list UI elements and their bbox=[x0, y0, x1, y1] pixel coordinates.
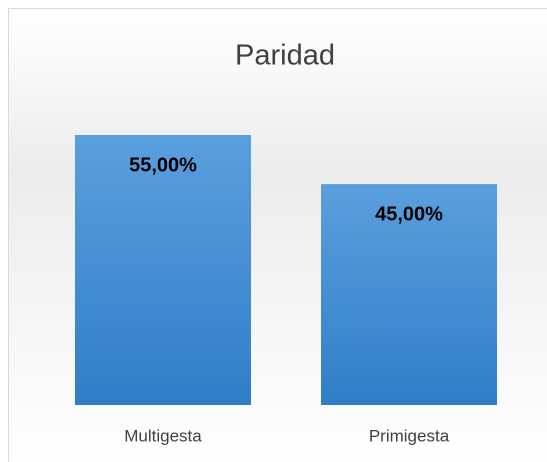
x-tick-label: Primigesta bbox=[369, 426, 450, 445]
x-tick-label: Multigesta bbox=[124, 426, 202, 445]
chart-title: Paridad bbox=[235, 40, 335, 72]
data-label: 55,00% bbox=[129, 154, 197, 176]
bar bbox=[75, 135, 251, 405]
data-label: 45,00% bbox=[375, 203, 443, 225]
bar bbox=[321, 184, 497, 405]
